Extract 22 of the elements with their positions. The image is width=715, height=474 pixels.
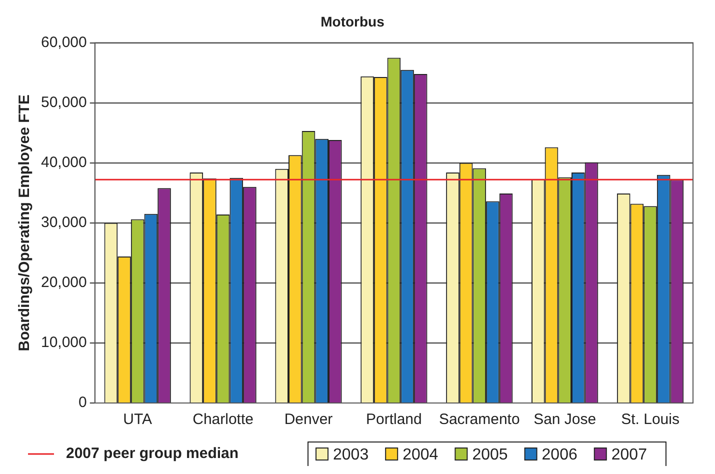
x-tick-label: Charlotte — [192, 411, 254, 428]
x-tick-label: Denver — [284, 411, 333, 428]
x-tick-label: San Jose — [534, 411, 596, 428]
legend-label: 2003 — [333, 446, 369, 464]
y-tick-label: 60,000 — [40, 34, 87, 51]
legend-label: 2006 — [542, 446, 578, 464]
y-tick-label: 0 — [78, 394, 87, 412]
x-tick-label: UTA — [123, 411, 152, 428]
legend-label: 2007 — [611, 446, 648, 464]
legend-label: 2005 — [472, 446, 508, 464]
y-axis-title: Boardings/Operating Employee FTE — [16, 94, 34, 352]
x-tick-label: St. Louis — [621, 411, 680, 428]
y-tick-label: 30,000 — [40, 214, 87, 232]
legend-label: 2004 — [402, 446, 438, 464]
legend-label: 2007 peer group median — [66, 445, 239, 462]
y-tick-label: 40,000 — [40, 154, 87, 172]
y-tick-label: 50,000 — [40, 94, 87, 111]
y-tick-label: 20,000 — [40, 274, 87, 292]
x-tick-label: Sacramento — [438, 411, 520, 428]
y-tick-label: 10,000 — [40, 334, 87, 352]
chart-title: Motorbus — [320, 13, 385, 30]
x-tick-label: Portland — [366, 411, 422, 428]
